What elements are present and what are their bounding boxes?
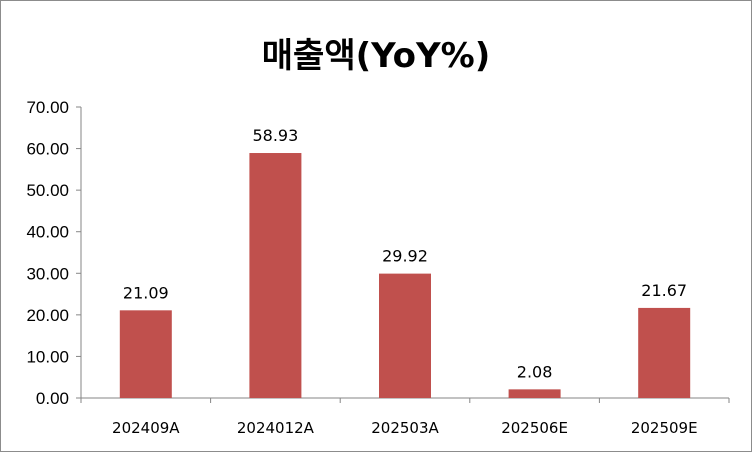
x-tick-label: 2024012A: [237, 419, 315, 437]
x-tick-labels: 202409A 2024012A 202503A 202506E 202509E: [112, 419, 698, 437]
x-tick-label: 202503A: [371, 419, 439, 437]
data-label: 21.67: [641, 281, 687, 300]
bar: [249, 153, 302, 398]
bar: [119, 310, 172, 398]
y-tick-labels: 0.00 10.00 20.00 30.00 40.00 50.00 60.00 70.00: [26, 98, 69, 408]
y-tick-label: 50.00: [26, 181, 69, 200]
y-tick-label: 0.00: [36, 389, 69, 408]
x-tick-label: 202409A: [112, 419, 180, 437]
y-tick-label: 10.00: [26, 347, 69, 366]
bar: [638, 307, 691, 398]
data-label: 29.92: [382, 247, 428, 266]
data-labels: 21.09 58.93 29.92 2.08 21.67: [123, 126, 687, 381]
data-label: 21.09: [123, 283, 169, 302]
x-tick-label: 202509E: [631, 419, 698, 437]
y-tick-label: 40.00: [26, 223, 69, 242]
y-tick-label: 20.00: [26, 306, 69, 325]
y-tick-label: 30.00: [26, 264, 69, 283]
bar: [379, 273, 431, 398]
chart-title: 매출액(YoY%): [261, 36, 491, 76]
data-label: 2.08: [517, 362, 553, 381]
y-tick-label: 70.00: [26, 98, 69, 117]
bars: [119, 153, 691, 398]
data-label: 58.93: [252, 126, 298, 145]
x-tick-label: 202506E: [501, 419, 568, 437]
bar: [508, 389, 561, 398]
y-tick-label: 60.00: [26, 140, 69, 159]
